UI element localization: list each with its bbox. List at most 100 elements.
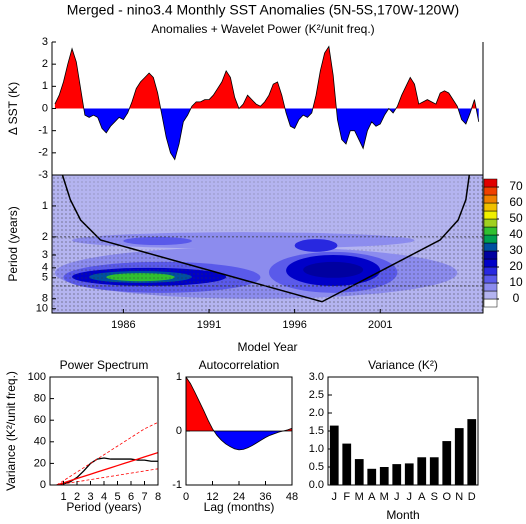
coi-stipple bbox=[52, 175, 483, 313]
y-axis-label: Variance (K²/unit freq.) bbox=[4, 371, 18, 491]
y-axis-label: Δ SST (K) bbox=[6, 82, 20, 135]
y-tick-label: 1.0 bbox=[309, 443, 324, 455]
bar bbox=[354, 459, 364, 485]
chart-title: Autocorrelation bbox=[199, 358, 280, 372]
area-above bbox=[54, 46, 479, 109]
colorbar-label: 50 bbox=[509, 211, 523, 225]
chart-subtitle: Anomalies + Wavelet Power (K²/unit freq.… bbox=[151, 22, 374, 36]
y-tick-label: 0.5 bbox=[309, 461, 324, 473]
colorbar-cell bbox=[483, 258, 498, 268]
y-axis-label: Period (years) bbox=[6, 206, 20, 281]
colorbar-cell bbox=[483, 290, 498, 300]
bar bbox=[379, 467, 389, 485]
area-below bbox=[186, 431, 292, 450]
x-tick-label: M bbox=[355, 491, 364, 503]
power-contour bbox=[294, 239, 338, 252]
cone-of-influence bbox=[61, 175, 471, 303]
x-axis-label: Model Year bbox=[237, 340, 297, 354]
y-tick-label: 40 bbox=[34, 436, 46, 448]
x-tick-label: 7 bbox=[141, 491, 147, 503]
y-tick-label: 2.5 bbox=[309, 389, 324, 401]
y-tick-label: 1 bbox=[176, 371, 182, 383]
x-axis-label: Month bbox=[386, 508, 419, 522]
y-tick-label: -1 bbox=[38, 125, 48, 137]
x-tick-label: 5 bbox=[114, 491, 120, 503]
y-tick-label: 4 bbox=[42, 262, 48, 274]
x-tick-label: F bbox=[343, 491, 350, 503]
y-tick-label: 5 bbox=[42, 272, 48, 284]
colorbar-cell bbox=[483, 298, 498, 308]
y-tick-label: 0 bbox=[40, 479, 46, 491]
bar bbox=[329, 425, 339, 485]
bar bbox=[429, 457, 439, 485]
bar bbox=[342, 443, 352, 485]
colorbar-cell bbox=[483, 234, 498, 244]
power-contour bbox=[123, 236, 192, 246]
colorbar-cell bbox=[483, 202, 498, 212]
x-tick-label: 2 bbox=[74, 491, 80, 503]
colorbar-cell bbox=[483, 250, 498, 260]
colorbar-label: 0 bbox=[513, 291, 520, 305]
x-tick-label: 1991 bbox=[197, 319, 221, 331]
y-tick-label: 20 bbox=[34, 457, 46, 469]
x-tick-label: A bbox=[418, 491, 426, 503]
chart-title: Power Spectrum bbox=[60, 358, 149, 372]
x-tick-label: N bbox=[455, 491, 463, 503]
x-tick-label: 2001 bbox=[368, 319, 392, 331]
plot-frame bbox=[51, 174, 484, 314]
colorbar-label: 10 bbox=[509, 275, 523, 289]
x-tick-label: 24 bbox=[233, 491, 245, 503]
x-tick-label: 3 bbox=[87, 491, 93, 503]
bar bbox=[467, 419, 477, 485]
y-tick-label: 80 bbox=[34, 393, 46, 405]
y-tick-label: -1 bbox=[172, 479, 182, 491]
y-tick-label: 2 bbox=[42, 58, 48, 70]
colorbar-cell bbox=[483, 210, 498, 220]
x-tick-label: 48 bbox=[286, 491, 298, 503]
x-tick-label: J bbox=[332, 491, 338, 503]
area-line bbox=[54, 45, 480, 161]
area-above bbox=[186, 377, 292, 431]
x-tick-label: 0 bbox=[183, 491, 189, 503]
y-tick-label: 1 bbox=[42, 80, 48, 92]
x-axis-label: Period (years) bbox=[66, 500, 141, 514]
bar bbox=[392, 464, 402, 485]
y-tick-label: 0 bbox=[42, 102, 48, 114]
x-tick-label: 4 bbox=[101, 491, 107, 503]
bar bbox=[454, 428, 464, 485]
x-tick-label: D bbox=[468, 491, 476, 503]
bar bbox=[367, 468, 377, 485]
y-tick-label: 0.0 bbox=[309, 479, 324, 491]
colorbar-cell bbox=[483, 194, 498, 204]
y-tick-label: 10 bbox=[36, 303, 48, 315]
x-tick-label: O bbox=[442, 491, 451, 503]
chart-title: Variance (K²) bbox=[368, 358, 438, 372]
chart-title: Merged - nino3.4 Monthly SST Anomalies (… bbox=[67, 2, 459, 18]
y-tick-label: 1 bbox=[42, 200, 48, 212]
area-below bbox=[54, 108, 479, 160]
y-tick-label: 3 bbox=[42, 36, 48, 48]
y-tick-label: 1.5 bbox=[309, 425, 324, 437]
colorbar-cell bbox=[483, 274, 498, 284]
spectrum-line bbox=[56, 421, 158, 485]
y-tick-label: 60 bbox=[34, 414, 46, 426]
x-tick-label: 8 bbox=[155, 491, 161, 503]
colorbar-cell bbox=[483, 186, 498, 196]
y-tick-label: 8 bbox=[42, 293, 48, 305]
colorbar-label: 20 bbox=[509, 259, 523, 273]
power-contour bbox=[303, 261, 364, 278]
colorbar-label: 60 bbox=[509, 195, 523, 209]
x-tick-label: 12 bbox=[206, 491, 218, 503]
x-tick-label: 36 bbox=[259, 491, 271, 503]
x-tick-label: 1986 bbox=[111, 319, 135, 331]
x-axis-label: Lag (months) bbox=[204, 500, 275, 514]
colorbar-cell bbox=[483, 282, 498, 292]
colorbar-cell bbox=[483, 242, 498, 252]
x-tick-label: 6 bbox=[128, 491, 134, 503]
spectrum-line bbox=[56, 451, 158, 485]
spectrum-line bbox=[56, 468, 158, 485]
colorbar-cell bbox=[483, 218, 498, 228]
bar bbox=[417, 457, 427, 485]
y-tick-label: -3 bbox=[38, 169, 48, 181]
